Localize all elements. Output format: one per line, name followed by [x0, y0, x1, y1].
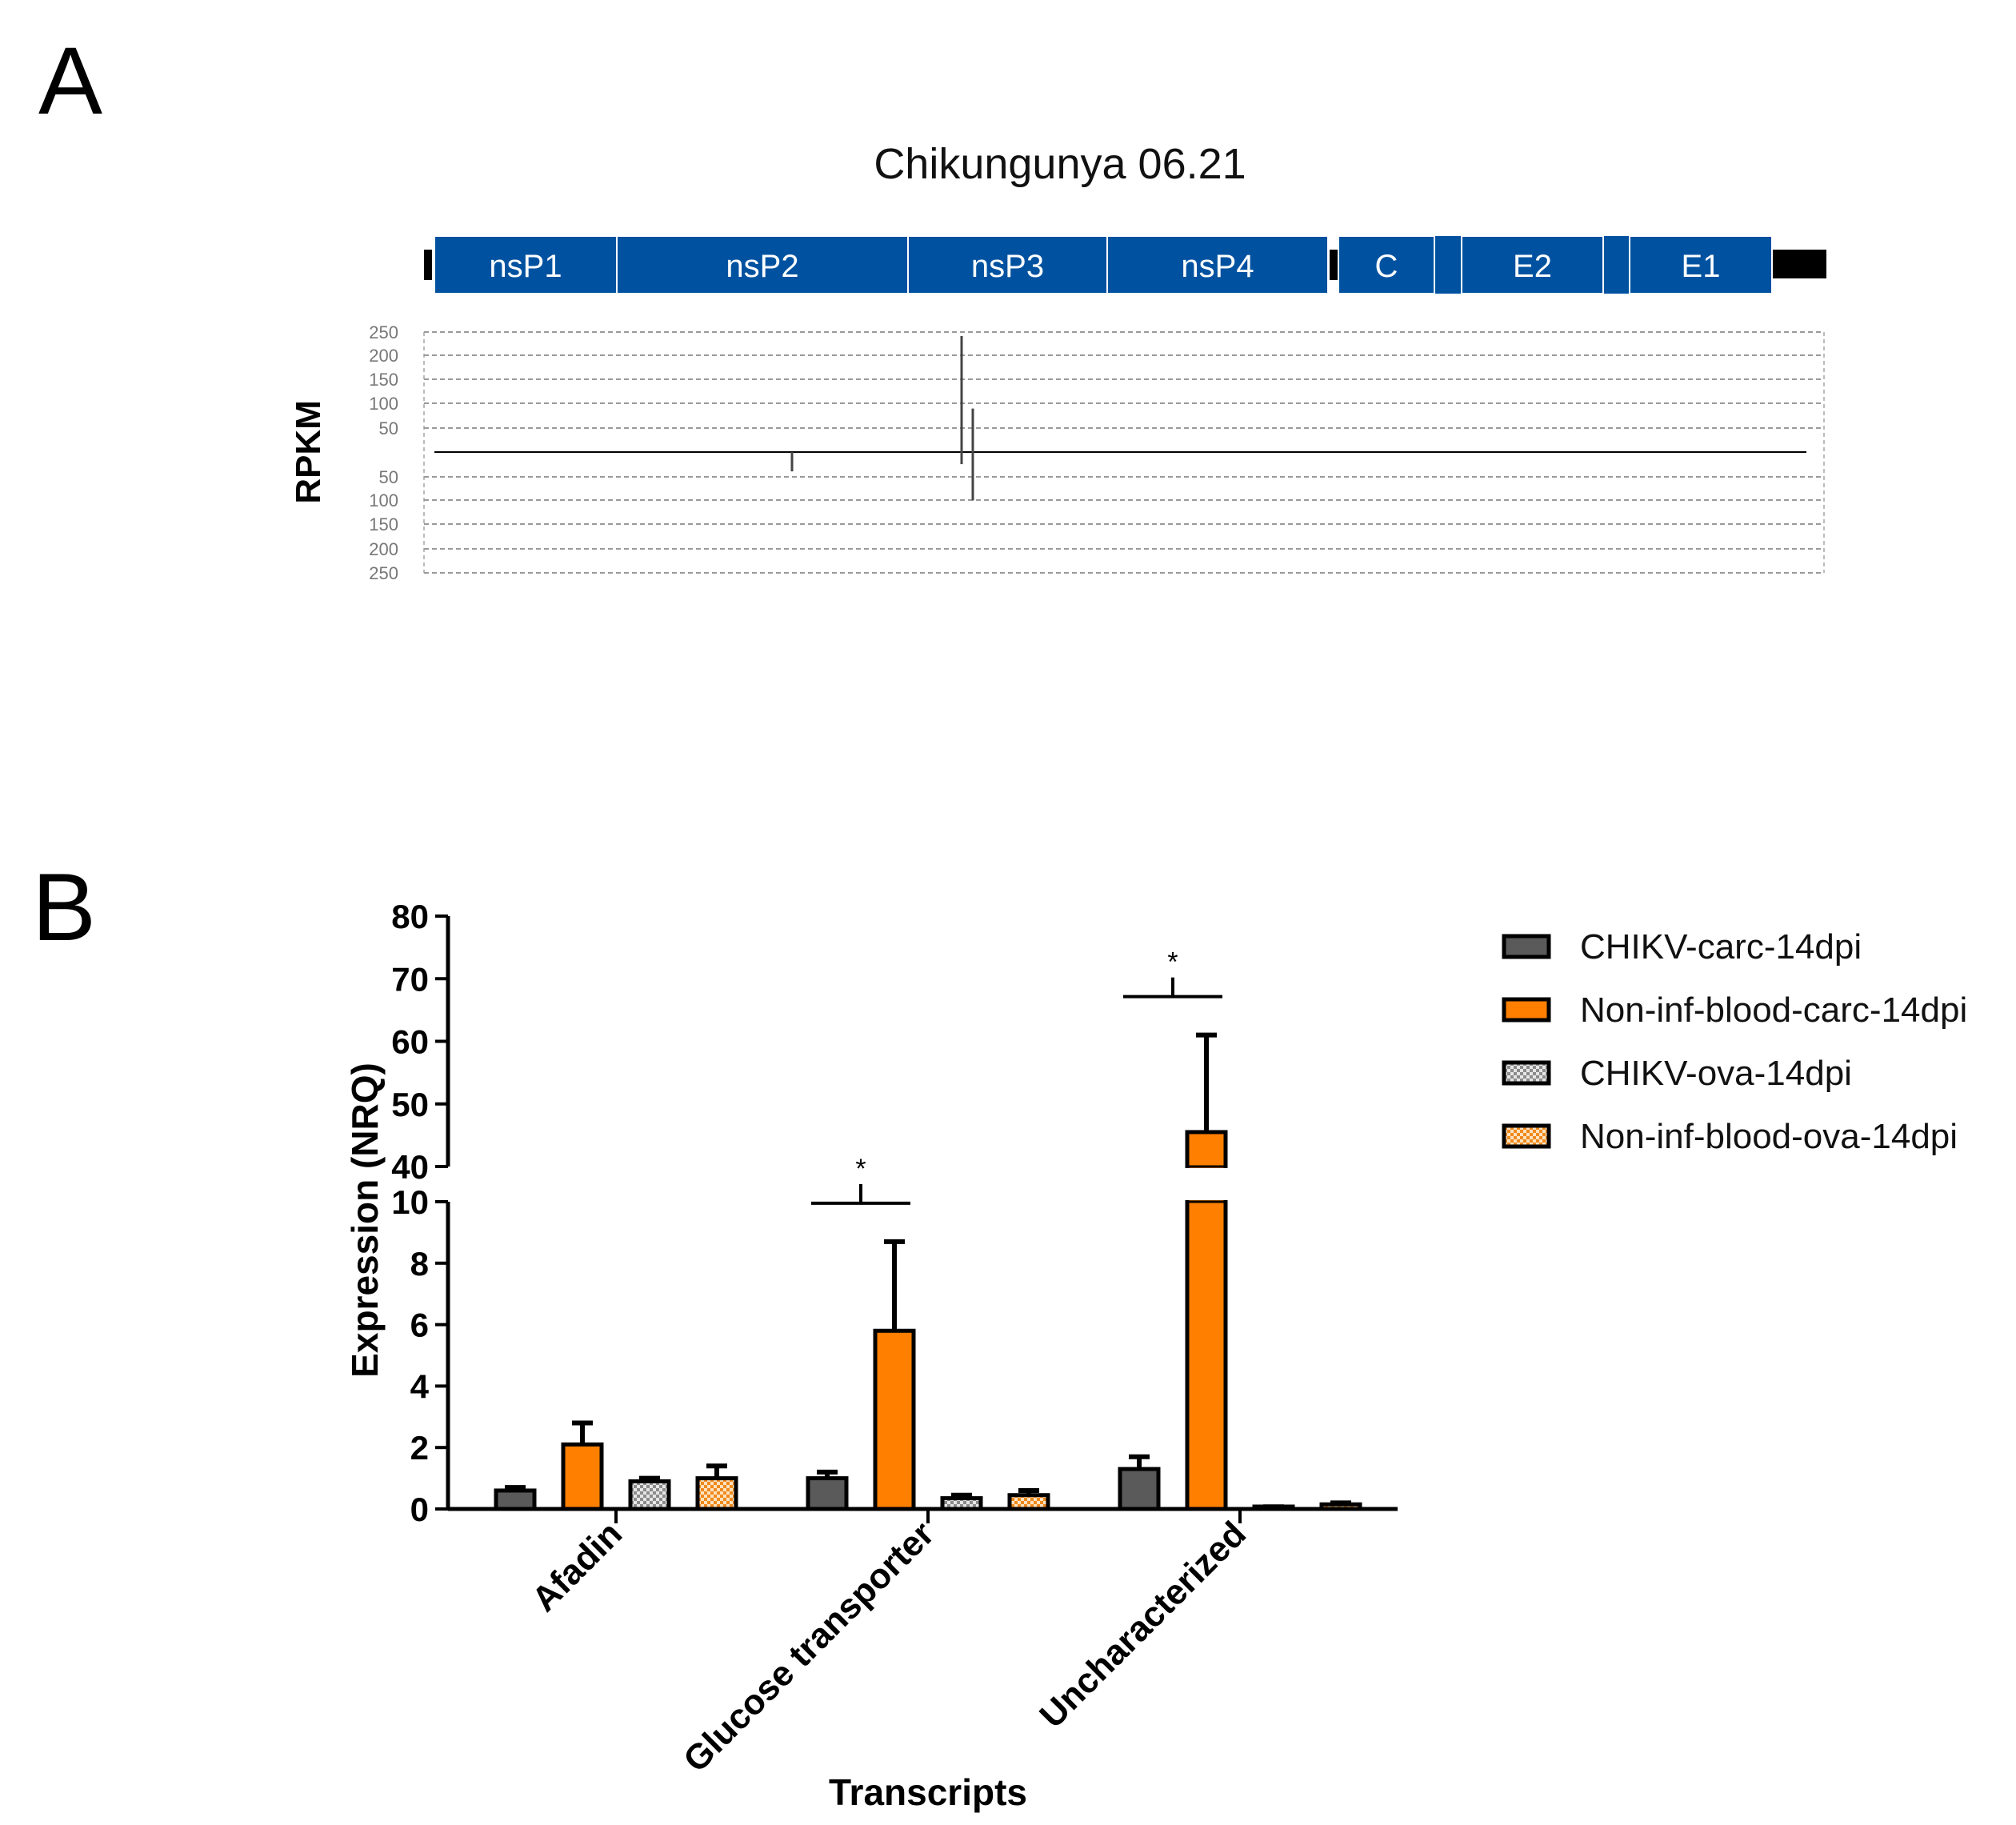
legend-label: Non-inf-blood-ova-14dpi — [1580, 1117, 1958, 1156]
gene-label-nsp1: nsP1 — [489, 249, 562, 284]
y-tick-label: 6 — [410, 1307, 429, 1344]
coverage-tick-bottom: 50 — [379, 467, 398, 487]
significance-marker: * — [855, 1154, 866, 1184]
gene-segment-6k — [1603, 236, 1630, 294]
rpkm-axis-label: RPKM — [289, 400, 328, 504]
significance-marker: * — [1167, 947, 1178, 978]
gene-segment-e2 — [1461, 235, 1604, 294]
bar — [494, 1488, 537, 1511]
coverage-tick-bottom: 200 — [369, 539, 398, 559]
y-tick-label: 0 — [410, 1491, 429, 1528]
gene-segment-nsp1 — [434, 235, 618, 294]
bar — [628, 1479, 671, 1511]
y-tick-label: 10 — [391, 1183, 429, 1221]
gene-segment-nsp3 — [907, 235, 1108, 294]
gene-segment-c — [1338, 235, 1435, 294]
coverage-tick-top: 200 — [369, 346, 398, 366]
coverage-tick-bottom: 250 — [369, 563, 398, 583]
legend: CHIKV-carc-14dpi Non-inf-blood-carc-14dpi… — [1502, 927, 1967, 1156]
bar-y-axis-label: Expression (NRQ) — [344, 1063, 386, 1378]
coverage-plot: 250 200 150 100 50 50 100 150 200 250 — [369, 322, 1825, 583]
gene-label-c: C — [1375, 249, 1398, 284]
legend-swatch — [1502, 1123, 1551, 1149]
bar — [695, 1476, 738, 1511]
legend-label: CHIKV-carc-14dpi — [1580, 927, 1862, 967]
y-tick-label: 2 — [410, 1429, 429, 1467]
legend-swatch — [1502, 1060, 1551, 1086]
coverage-tick-top: 50 — [379, 418, 398, 438]
gene-label-nsp2: nsP2 — [726, 249, 798, 284]
gene-label-nsp3: nsP3 — [971, 249, 1044, 284]
gene-segment-nsp4 — [1106, 235, 1329, 294]
axis-break-gap — [1182, 1168, 1230, 1200]
bar — [806, 1476, 849, 1511]
coverage-tick-top: 250 — [369, 322, 398, 342]
bar — [1252, 1504, 1295, 1511]
gene-segment-e3 — [1434, 236, 1462, 294]
bar-x-axis-label: Transcripts — [829, 1771, 1027, 1813]
legend-label: Non-inf-blood-carc-14dpi — [1580, 991, 1967, 1030]
y-tick-label: 50 — [391, 1086, 429, 1123]
coverage-tick-bottom: 150 — [369, 514, 398, 534]
bar — [561, 1442, 604, 1511]
coverage-tick-bottom: 100 — [369, 490, 398, 510]
legend-label: CHIKV-ova-14dpi — [1580, 1054, 1852, 1093]
y-tick-label: 8 — [410, 1245, 429, 1283]
utr-3prime — [1772, 250, 1826, 278]
legend-swatch — [1502, 934, 1551, 959]
intergenic-junction — [1330, 250, 1338, 280]
bar — [940, 1496, 983, 1511]
gene-segment-nsp2 — [616, 235, 909, 294]
x-tick-label: Afadin — [525, 1514, 630, 1619]
bar — [1118, 1467, 1161, 1511]
bar — [873, 1328, 916, 1511]
y-tick-label: 70 — [391, 960, 429, 998]
gene-segment-e1 — [1629, 235, 1773, 294]
bar — [1007, 1493, 1050, 1511]
bar — [1319, 1502, 1362, 1511]
coverage-tick-top: 150 — [369, 370, 398, 390]
coverage-title: Chikungunya 06.21 — [874, 140, 1246, 188]
gene-label-e1: E1 — [1682, 249, 1721, 284]
x-tick-label: Uncharacterized — [1032, 1514, 1254, 1735]
y-tick-label: 80 — [391, 898, 429, 935]
gene-label-nsp4: nsP4 — [1181, 249, 1254, 284]
y-tick-label: 60 — [391, 1023, 429, 1061]
panel-b-letter: B — [32, 854, 96, 961]
y-tick-label: 40 — [391, 1148, 429, 1186]
legend-swatch — [1502, 997, 1551, 1023]
utr-5prime — [424, 250, 432, 280]
x-tick-label: Glucose transporter — [676, 1514, 942, 1779]
y-tick-label: 4 — [410, 1367, 430, 1405]
coverage-tick-top: 100 — [369, 394, 398, 414]
panel-a-letter: A — [38, 27, 102, 134]
genome-map: nsP1 nsP2 nsP3 nsP4 C E2 E1 — [424, 235, 1826, 294]
gene-label-e2: E2 — [1513, 249, 1552, 284]
